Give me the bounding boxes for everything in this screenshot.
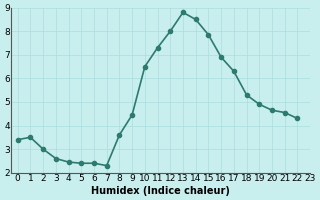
X-axis label: Humidex (Indice chaleur): Humidex (Indice chaleur)	[91, 186, 230, 196]
